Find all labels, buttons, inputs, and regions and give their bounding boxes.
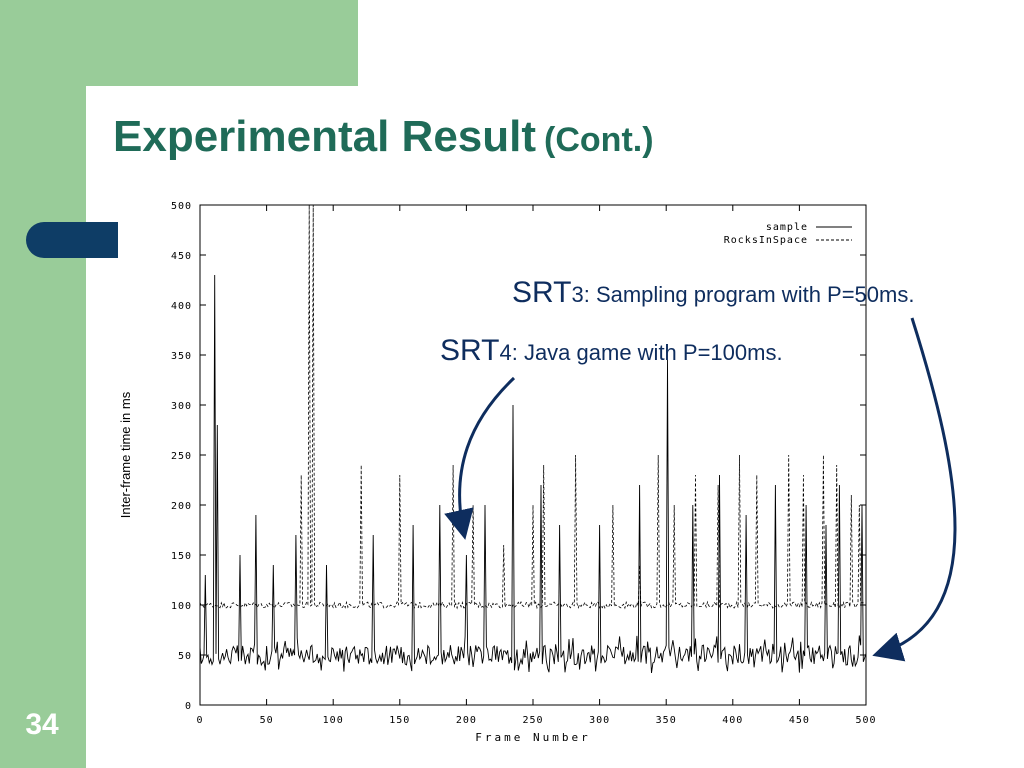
srt4-subscript: 4 — [499, 340, 512, 365]
y-axis-label: Inter-frame time in ms — [118, 391, 133, 518]
series-line-rocksinspace — [199, 204, 867, 610]
y-tick-label: 200 — [171, 501, 192, 512]
left-green-bar — [0, 0, 86, 768]
navy-tab-decoration — [26, 222, 118, 258]
y-tick-label: 150 — [171, 551, 192, 562]
legend-label: RocksInSpace — [724, 235, 808, 246]
y-tick-label: 100 — [171, 601, 192, 612]
srt3-label: SRT — [512, 276, 572, 309]
x-tick-label: 300 — [589, 715, 610, 726]
srt4-text: : Java game with P=100ms. — [511, 340, 783, 365]
x-tick-label: 200 — [456, 715, 477, 726]
y-tick-label: 450 — [171, 251, 192, 262]
y-tick-label: 50 — [178, 651, 192, 662]
annotation-srt4: SRT4: Java game with P=100ms. — [440, 334, 783, 368]
x-axis-label: Frame Number — [475, 731, 590, 744]
x-tick-label: 150 — [389, 715, 410, 726]
y-tick-label: 400 — [171, 301, 192, 312]
y-tick-label: 0 — [185, 701, 192, 712]
page-number: 34 — [25, 708, 59, 741]
y-tick-label: 300 — [171, 401, 192, 412]
y-tick-label: 250 — [171, 451, 192, 462]
title-main: Experimental Result — [113, 112, 537, 161]
x-tick-label: 450 — [789, 715, 810, 726]
x-tick-label: 400 — [722, 715, 743, 726]
x-tick-label: 50 — [260, 715, 274, 726]
x-tick-label: 100 — [323, 715, 344, 726]
annotation-srt3: SRT3: Sampling program with P=50ms. — [512, 276, 914, 310]
legend-label: sample — [766, 222, 808, 233]
x-tick-label: 350 — [656, 715, 677, 726]
title-suffix: (Cont.) — [544, 121, 654, 159]
x-tick-label: 250 — [522, 715, 543, 726]
x-tick-label: 500 — [855, 715, 876, 726]
plot-frame — [199, 204, 867, 706]
slide-title: Experimental Result (Cont.) — [113, 112, 654, 162]
y-tick-label: 500 — [171, 201, 192, 212]
top-green-block — [0, 0, 358, 86]
y-tick-label: 350 — [171, 351, 192, 362]
x-tick-label: 0 — [196, 715, 203, 726]
srt4-label: SRT — [440, 334, 500, 367]
srt3-subscript: 3 — [571, 282, 584, 307]
inter-frame-chart: 0 50 100 150 200 250 300 350 400 450 500 0 50 100 150 2… — [118, 201, 876, 744]
series-line-sample — [199, 274, 867, 674]
srt3-text: : Sampling program with P=50ms. — [583, 282, 915, 307]
